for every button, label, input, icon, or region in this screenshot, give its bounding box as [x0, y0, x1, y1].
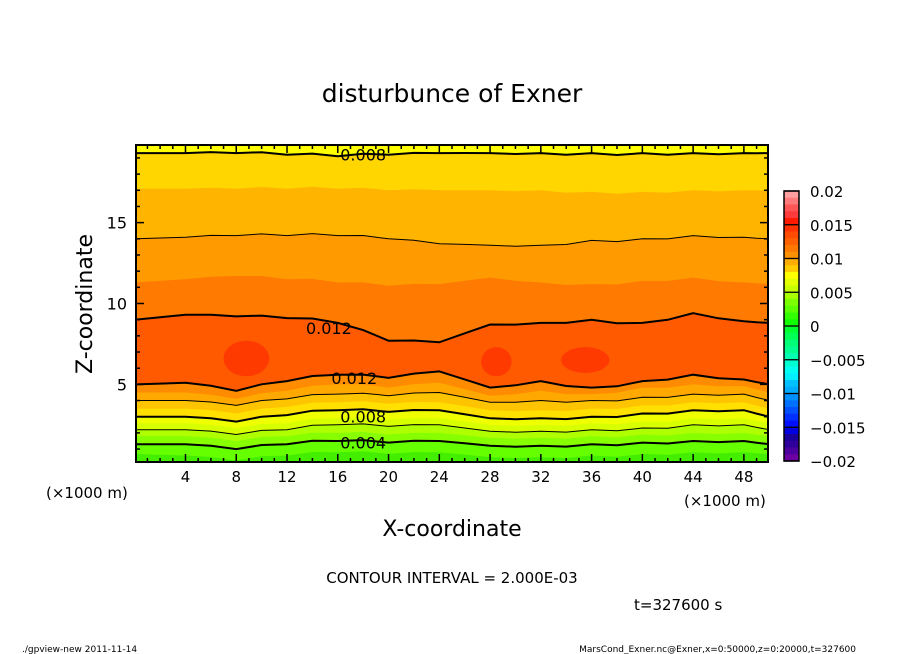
contour-label: 0.008 [340, 408, 386, 427]
colorbar-cell [784, 407, 799, 415]
colorbar-cell [784, 427, 799, 435]
colorbar-label: −0.005 [810, 352, 866, 370]
colorbar-cell [784, 278, 799, 286]
contour-line-0.008 [136, 408, 768, 423]
colorbar-cell [784, 245, 799, 253]
colorbar-cell [784, 434, 799, 442]
contour-lines [136, 151, 768, 451]
colorbar-cell [784, 312, 799, 320]
colorbar-frame [783, 190, 800, 462]
y-tick-label: 15 [107, 214, 127, 233]
x-tick-label: 8 [231, 468, 241, 486]
colorbar-label: 0.01 [810, 251, 843, 269]
colorbar-label: 0.005 [810, 284, 853, 302]
contour-label: 0.012 [331, 369, 377, 388]
maximum-patch [561, 347, 610, 374]
colorbar-cell [784, 238, 799, 246]
colorbar-cell [784, 204, 799, 212]
colorbar-cell [784, 265, 799, 273]
colorbar-cell [784, 393, 799, 401]
contour-interval-text: CONTOUR INTERVAL = 2.000E-03 [326, 569, 577, 587]
x-tick-label: 24 [430, 468, 449, 486]
colorbar-label: 0.015 [810, 217, 853, 235]
colorbar-cell [784, 373, 799, 381]
colorbar-cell [784, 440, 799, 448]
contour-line-0.01 [136, 233, 768, 247]
colorbar-cell [784, 258, 799, 266]
contour-line-0.008 [136, 151, 768, 158]
colorbar-cell [784, 285, 799, 293]
x-axis-label: X-coordinate [382, 517, 521, 542]
chart-title: disturbunce of Exner [322, 79, 583, 108]
x-tick-label: 4 [181, 468, 191, 486]
x-tick-label: 12 [277, 468, 296, 486]
maximum-patch [481, 347, 512, 377]
footer-left: ./gpview-new 2011-11-14 [22, 645, 137, 654]
x-unit-left: (×1000 m) [46, 484, 128, 502]
colorbar-label: −0.01 [810, 386, 856, 404]
colorbar-cell [784, 332, 799, 340]
colorbar-cell [784, 447, 799, 455]
contour-line-0.004 [136, 439, 768, 451]
y-tick-label: 5 [117, 375, 127, 394]
colorbar: 0.02 0.015 0.01 0.005 0 −0.005 −0.01 −0.015 −0.0… [783, 183, 866, 471]
colorbar-cell [784, 359, 799, 367]
colorbar-label: 0.02 [810, 183, 843, 201]
colorbar-cell [784, 319, 799, 327]
colorbar-cell [784, 400, 799, 408]
colorbar-cell [784, 366, 799, 374]
colorbar-cell [784, 292, 799, 300]
colorbar-cell [784, 272, 799, 280]
colorbar-cell [784, 420, 799, 428]
y-axis-label: Z-coordinate [73, 234, 98, 374]
footer-right: MarsCond_Exner.nc@Exner,x=0:50000,z=0:20… [579, 645, 856, 654]
contour-labels: 0.008 0.012 0.012 0.008 0.004 [306, 146, 386, 453]
colorbar-cell [784, 454, 799, 462]
x-tick-label: 20 [379, 468, 398, 486]
colorbar-cell [784, 218, 799, 226]
x-tick-label: 48 [734, 468, 753, 486]
x-tick-label: 28 [481, 468, 500, 486]
colorbar-cell [784, 231, 799, 239]
x-unit-right: (×1000 m) [684, 492, 766, 510]
contour-label: 0.004 [340, 434, 386, 453]
contour-line-0.012 [136, 370, 768, 392]
maximum-patch [223, 340, 270, 377]
colorbar-cell [784, 353, 799, 361]
colorbar-label: −0.02 [810, 453, 856, 471]
contour-line-0.006 [136, 423, 768, 436]
colorbar-cell [784, 413, 799, 421]
y-tick-label: 10 [107, 295, 127, 314]
colorbar-label: −0.015 [810, 419, 866, 437]
colorbar-cell [784, 211, 799, 219]
colorbar-cell [784, 191, 799, 199]
colorbar-cell [784, 339, 799, 347]
band-above-0.009 [136, 145, 768, 194]
plot-area [136, 145, 768, 462]
colorbar-cell [784, 380, 799, 388]
contour-label: 0.012 [306, 319, 352, 338]
colorbar-cell [784, 299, 799, 307]
colorbar-cell [784, 224, 799, 232]
colorbar-cell [784, 197, 799, 205]
contour-line-0.012 [136, 312, 768, 344]
colorbar-cell [784, 326, 799, 334]
colorbar-cell [784, 305, 799, 313]
x-tick-label: 36 [582, 468, 601, 486]
contour-line-0.01 [136, 391, 768, 406]
time-text: t=327600 s [634, 596, 722, 614]
colorbar-cell [784, 346, 799, 354]
x-tick-label: 40 [633, 468, 652, 486]
colorbar-label: 0 [810, 318, 820, 336]
x-tick-label: 16 [328, 468, 347, 486]
colorbar-cell [784, 251, 799, 259]
colorbar-cell [784, 386, 799, 394]
x-tick-label: 44 [684, 468, 703, 486]
x-tick-label: 32 [531, 468, 550, 486]
contour-label: 0.008 [340, 146, 386, 165]
